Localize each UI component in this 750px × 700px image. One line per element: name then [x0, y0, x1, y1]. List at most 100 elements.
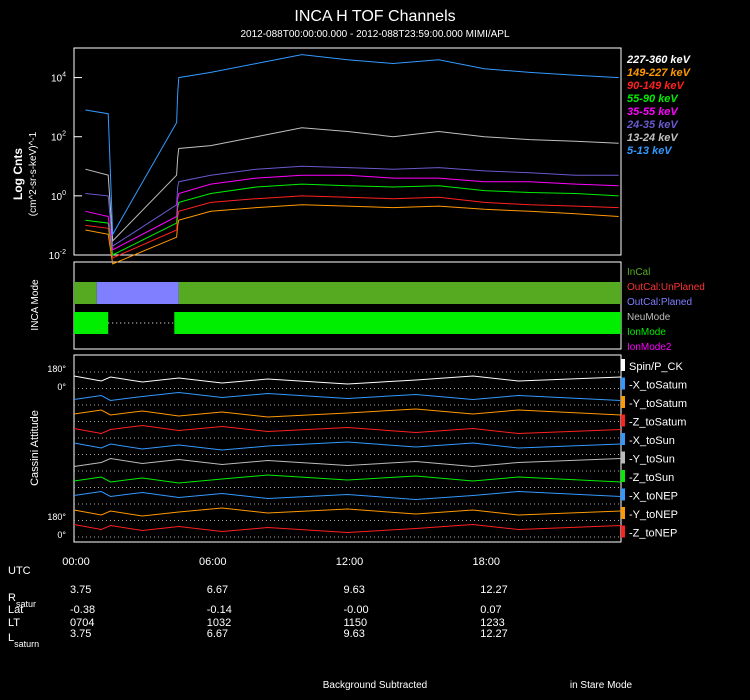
mode-segment — [174, 312, 622, 334]
attitude-legend-entry: -X_toNEP — [629, 491, 678, 503]
tof-ytick-label: 100 — [51, 190, 66, 203]
mode-panel-frame — [73, 261, 622, 350]
mode-timeline — [74, 282, 622, 334]
attitude-trace — [73, 424, 622, 435]
attitude-legend-swatch — [621, 433, 625, 445]
ephemeris-value: 12.27 — [480, 584, 508, 596]
plot-subtitle: 2012-088T00:00:00.000 - 2012-088T23:59:0… — [240, 29, 510, 40]
mode-segment — [96, 282, 179, 304]
ephemeris-row-label: Lat — [8, 604, 23, 616]
ephemeris-value: 6.67 — [207, 628, 228, 640]
footer-stare-mode: in Stare Mode — [570, 680, 633, 691]
mode-segment — [74, 282, 97, 304]
tof-series-90-149-keV — [85, 195, 619, 259]
mode-legend-entry: IonMode — [627, 327, 666, 338]
attitude-ylabel: Cassini Attitude — [29, 410, 41, 486]
ephemeris-value: -0.38 — [70, 604, 95, 616]
attitude-legend-entry: -Z_toSatum — [629, 417, 686, 429]
tof-legend-entry: 149-227 keV — [627, 67, 692, 79]
tof-ytick-label: 102 — [51, 131, 66, 144]
ephemeris-value: 1233 — [480, 617, 504, 629]
time-tick-label: 18:00 — [472, 556, 500, 568]
ephemeris-value: -0.00 — [344, 604, 369, 616]
mode-legend-entry: NeuMode — [627, 312, 671, 323]
attitude-trace — [73, 441, 622, 451]
ephemeris-value: 9.63 — [344, 628, 365, 640]
ephemeris-value: 1032 — [207, 617, 231, 629]
attitude-legend-swatch — [621, 451, 625, 464]
mode-ylabel: INCA Mode — [30, 279, 41, 331]
tof-legend-entry: 5-13 keV — [627, 145, 673, 157]
mode-segment — [178, 282, 621, 304]
attitude-legend-swatch — [621, 525, 625, 538]
ephemeris-value: 3.75 — [70, 584, 91, 596]
tof-ylabel-units: (cm^2-sr-s-keV)^-1 — [28, 131, 39, 216]
attitude-legend-swatch — [621, 414, 625, 427]
attitude-trace — [73, 490, 622, 501]
ephemeris-row-label: LT — [8, 617, 20, 629]
ephemeris-value: 3.75 — [70, 628, 91, 640]
time-axis: 00:00 06:00 12:00 18:00 — [62, 556, 500, 568]
attitude-ytick-label: 180° — [47, 512, 66, 522]
tof-series-55-90-keV — [85, 183, 619, 256]
ephemeris-table: UTC Rsatur 3.75 6.67 9.63 12.27 Lat -0.38 -0.14 -… — [8, 565, 508, 649]
attitude-legend-swatch — [621, 396, 625, 408]
ephemeris-row-label: Rsatur — [8, 592, 36, 609]
tof-legend-entry: 13-24 keV — [627, 132, 679, 144]
tof-legend-entry: 227-360 keV — [626, 54, 692, 66]
ephemeris-value: 0.07 — [480, 604, 501, 616]
attitude-legend-swatch — [621, 488, 625, 501]
attitude-trace — [73, 391, 622, 402]
attitude-ytick-label: 180° — [47, 364, 66, 374]
mode-legend: InCal OutCal:UnPlaned OutCal:Planed NeuMode… — [627, 267, 705, 353]
tof-ytick-label: 10-2 — [49, 249, 66, 262]
ephemeris-value: 1150 — [344, 617, 368, 629]
attitude-trace — [73, 523, 622, 534]
attitude-legend-swatch — [621, 470, 625, 482]
time-tick-label: 06:00 — [199, 556, 227, 568]
attitude-legend-swatch — [621, 507, 625, 519]
attitude-legend-entry: -X_toSatum — [629, 380, 687, 392]
tof-y-ticks: 104 102 100 10-2 — [49, 72, 82, 262]
attitude-trace — [73, 408, 622, 418]
tof-series-24-35-keV — [85, 165, 619, 247]
footer-background-subtracted: Background Subtracted — [323, 680, 428, 691]
mode-segment — [74, 312, 109, 334]
ephemeris-row-label: Lsaturn — [8, 632, 39, 649]
attitude-panel-frame — [73, 354, 622, 543]
attitude-trace — [73, 474, 622, 484]
tof-legend-entry: 24-35 keV — [626, 119, 679, 131]
tof-series-lines — [85, 54, 619, 265]
tof-series-5-13-keV — [85, 54, 619, 237]
attitude-legend-entry: -X_toSun — [629, 435, 675, 447]
mode-legend-entry: OutCal:UnPlaned — [627, 282, 705, 293]
attitude-trace — [73, 375, 622, 385]
tof-ytick-label: 104 — [51, 72, 66, 85]
attitude-lines — [73, 375, 622, 534]
attitude-legend-entry: -Y_toNEP — [629, 509, 678, 521]
mode-legend-entry: IonMode2 — [627, 342, 672, 353]
ephemeris-value: 6.67 — [207, 584, 228, 596]
tof-series-13-24-keV — [85, 127, 619, 243]
tof-panel-frame — [73, 47, 622, 256]
attitude-grid: 180° 0° 180° 0° — [47, 364, 621, 540]
ephemeris-value: 0704 — [70, 617, 94, 629]
tof-ylabel: Log Cnts — [11, 148, 25, 200]
attitude-legend-entry: -Y_toSatum — [629, 398, 687, 410]
attitude-trace — [73, 507, 622, 517]
attitude-legend-entry: Spin/P_CK — [629, 361, 683, 373]
tof-legend-entry: 55-90 keV — [627, 93, 679, 105]
ephemeris-value: -0.14 — [207, 604, 232, 616]
ephemeris-value: 9.63 — [344, 584, 365, 596]
mode-legend-entry: InCal — [627, 267, 650, 278]
time-tick-label: 12:00 — [336, 556, 364, 568]
attitude-ytick-label: 0° — [57, 382, 66, 392]
attitude-legend: Spin/P_CK -X_toSatum -Y_toSatum -Z_toSatum -… — [621, 359, 687, 540]
tof-legend-entry: 35-55 keV — [627, 106, 679, 118]
mode-legend-entry: OutCal:Planed — [627, 297, 692, 308]
tof-legend-entry: 90-149 keV — [627, 80, 686, 92]
attitude-legend-entry: -Z_toSun — [629, 472, 674, 484]
